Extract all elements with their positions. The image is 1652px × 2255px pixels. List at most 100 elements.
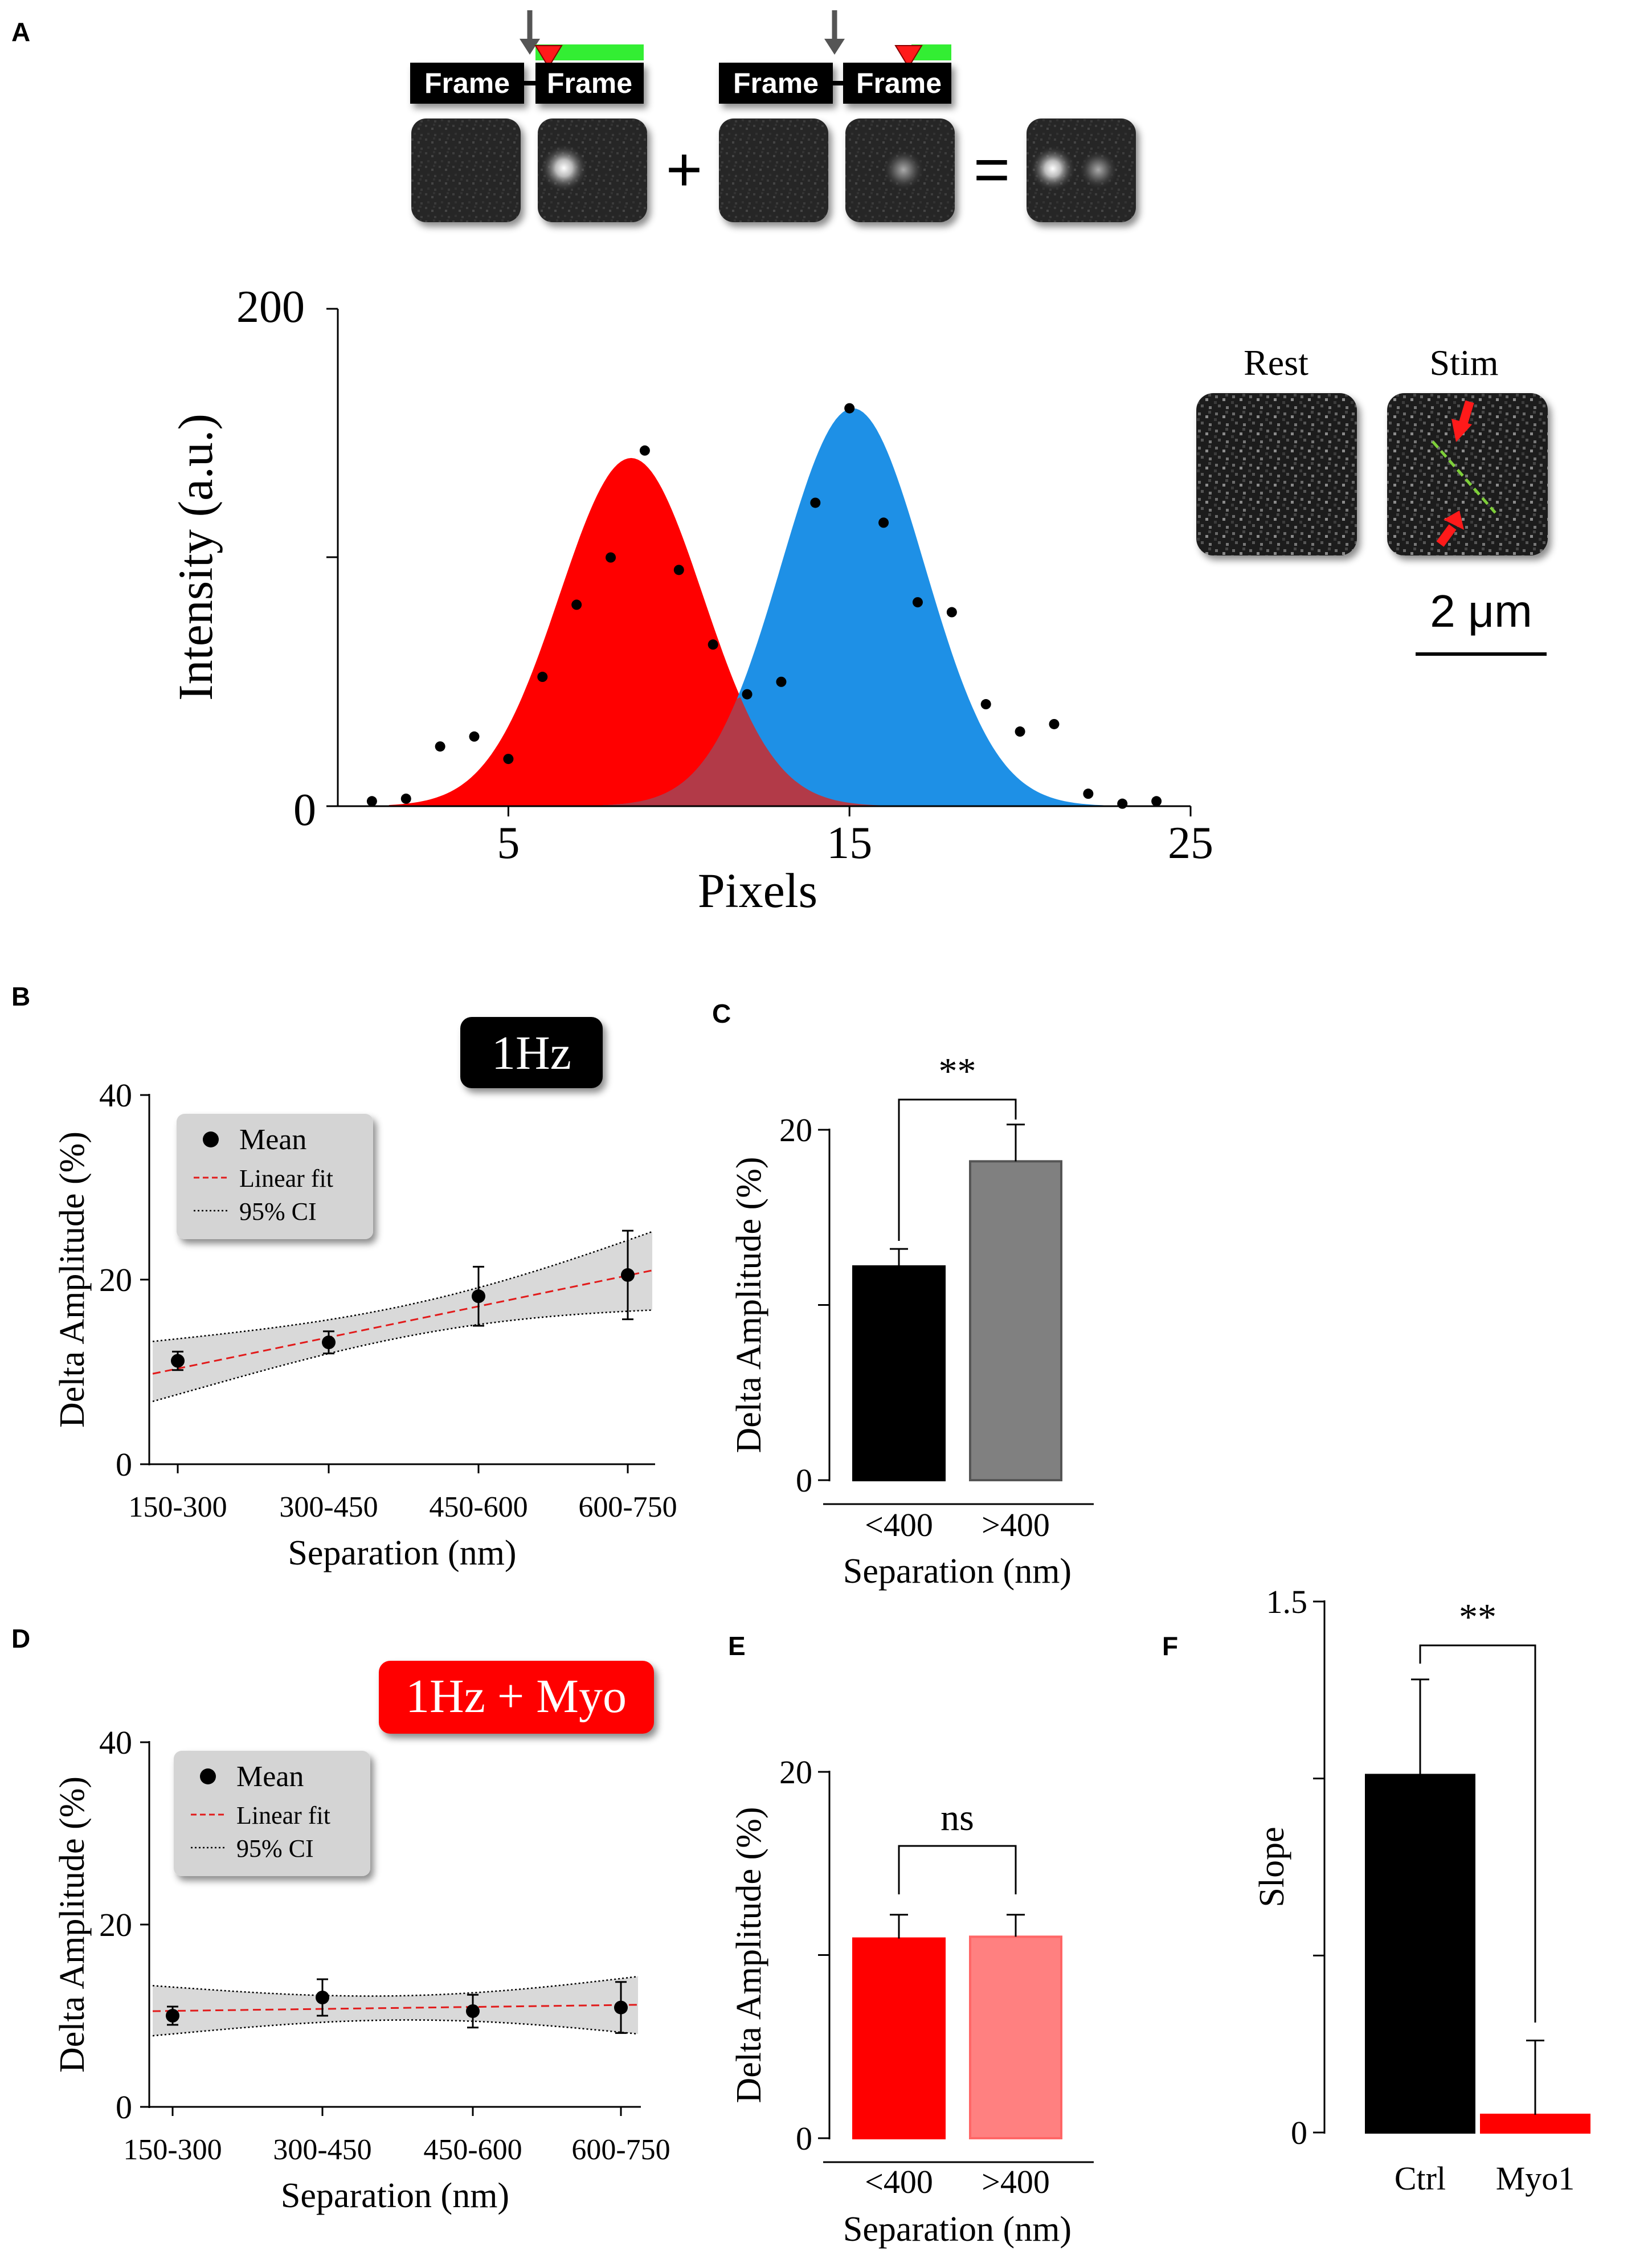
scale-bar-label: 2 μm	[1430, 586, 1532, 636]
data-point	[742, 689, 753, 700]
bar	[1480, 2113, 1590, 2134]
y-tick-label: 0	[116, 2089, 132, 2126]
badge-1hz-label: 1Hz	[492, 1027, 571, 1080]
mean-point	[171, 1354, 185, 1368]
mean-point	[614, 2000, 628, 2015]
y-tick-label: 20	[99, 1906, 132, 1943]
ci-lower-line	[152, 2019, 639, 2037]
y-tick-label: 20	[99, 1261, 132, 1298]
data-point	[1015, 726, 1025, 737]
mean-point	[621, 1268, 635, 1282]
x-axis-label: Separation (nm)	[288, 1534, 516, 1572]
chart-1hz-bars: <400 >400 0 20 Separation (nm) Delta Amplitud…	[730, 1051, 1094, 1591]
data-point	[639, 445, 650, 456]
microscopy-thumbnail	[411, 119, 521, 222]
data-point	[912, 597, 923, 608]
legend-mean-marker	[200, 1768, 216, 1784]
rest-label: Rest	[1244, 342, 1308, 383]
y-tick-label: 0	[796, 1462, 812, 1499]
line-profile	[1432, 440, 1496, 514]
mean-point	[316, 1991, 329, 2004]
significance-label: **	[939, 1051, 976, 1092]
x-tick-label: 5	[497, 818, 520, 868]
mean-point	[472, 1289, 485, 1304]
red-triangle-marker-icon	[534, 45, 563, 68]
x-axis-label: Separation (nm)	[281, 2176, 509, 2215]
data-point	[469, 731, 480, 742]
y-tick-label: 0	[1291, 2114, 1307, 2151]
panel-label-e: E	[728, 1631, 746, 1661]
stim-image	[1387, 393, 1548, 555]
y-tick-label: 20	[779, 1754, 812, 1791]
ci-upper-line	[152, 1975, 639, 1997]
panel-label-d: D	[11, 1624, 30, 1653]
x-tick-label: 450-600	[429, 1491, 528, 1523]
x-tick-label: Myo1	[1496, 2160, 1575, 2197]
y-tick-label: 20	[779, 1112, 812, 1149]
x-tick-label: 25	[1168, 818, 1213, 868]
y-tick-label: 40	[99, 1724, 132, 1761]
data-point	[571, 599, 582, 610]
dim-spot	[1079, 150, 1118, 189]
ci-band	[153, 1231, 652, 1402]
data-point	[503, 754, 514, 765]
red-arrow-icon	[1436, 510, 1464, 547]
bar	[969, 1160, 1062, 1481]
x-tick-label: <400	[865, 1506, 933, 1543]
x-tick-label: 150-300	[123, 2134, 222, 2166]
chart-1hz-myo-separation: 0 20 40 150-300 300-450 450-600 600-750 Separat…	[53, 1724, 670, 2215]
y-tick-label: 200	[236, 282, 305, 332]
blue-gaussian-area	[389, 408, 1174, 806]
x-tick-label: Ctrl	[1395, 2160, 1446, 2197]
x-tick-label: 600-750	[571, 2134, 670, 2166]
significance-bracket	[898, 1098, 1017, 1241]
bright-spot	[1030, 146, 1076, 191]
frame-schematic: Frame Frame Frame Frame + =	[410, 10, 1136, 222]
data-point	[435, 741, 445, 752]
frame-box	[843, 63, 951, 104]
chart-1hz-myo-bars: <400 >400 0 20 Separation (nm) Delta Amplitud…	[730, 1754, 1094, 2249]
y-tick-label: 1.5	[1266, 1583, 1308, 1620]
legend-ci-label: 95% CI	[239, 1198, 317, 1225]
legend-box	[174, 1751, 370, 1876]
y-axis-label: Delta Amplitude (%)	[53, 1776, 92, 2073]
data-point	[708, 639, 718, 650]
mean-point	[166, 2009, 179, 2023]
red-triangle-marker-icon	[894, 45, 923, 68]
data-point	[776, 676, 787, 687]
y-tick-label: 0	[293, 785, 316, 835]
x-tick-label: 15	[827, 818, 872, 868]
y-tick-label: 0	[116, 1446, 132, 1483]
legend-fit-label: Linear fit	[236, 1801, 330, 1829]
data-point	[537, 672, 548, 683]
significance-bracket	[1419, 1644, 1536, 2023]
data-point	[1083, 789, 1094, 799]
bar	[852, 1937, 946, 2139]
x-tick-label: <400	[865, 2163, 933, 2200]
frame-label: Frame	[733, 67, 819, 99]
data-point	[844, 403, 855, 414]
badge-1hz-myo	[379, 1661, 654, 1734]
y-axis-label: Delta Amplitude (%)	[730, 1157, 768, 1453]
badge-1hz-myo-label: 1Hz + Myo	[406, 1670, 627, 1723]
panel-label-c: C	[712, 999, 731, 1028]
x-tick-label: >400	[982, 2163, 1050, 2200]
y-axis-label: Slope	[1253, 1827, 1291, 1907]
panel-label-a: A	[11, 17, 30, 47]
x-axis-label: Pixels	[698, 863, 817, 918]
x-tick-label: 300-450	[273, 2134, 371, 2166]
x-tick-label: 600-750	[578, 1491, 677, 1523]
data-point	[946, 607, 957, 618]
red-arrow-icon	[1451, 400, 1474, 442]
legend-mean-marker	[203, 1131, 219, 1147]
y-tick-label: 0	[796, 2120, 812, 2157]
frame-label: Frame	[424, 67, 510, 99]
gaussian-overlap-area	[389, 697, 1174, 806]
legend-ci-label: 95% CI	[236, 1835, 314, 1862]
data-point	[810, 497, 821, 508]
data-point	[1151, 796, 1162, 807]
significance-label: ns	[941, 1797, 974, 1839]
significance-bracket	[898, 1845, 1017, 1894]
data-point	[1049, 718, 1060, 729]
